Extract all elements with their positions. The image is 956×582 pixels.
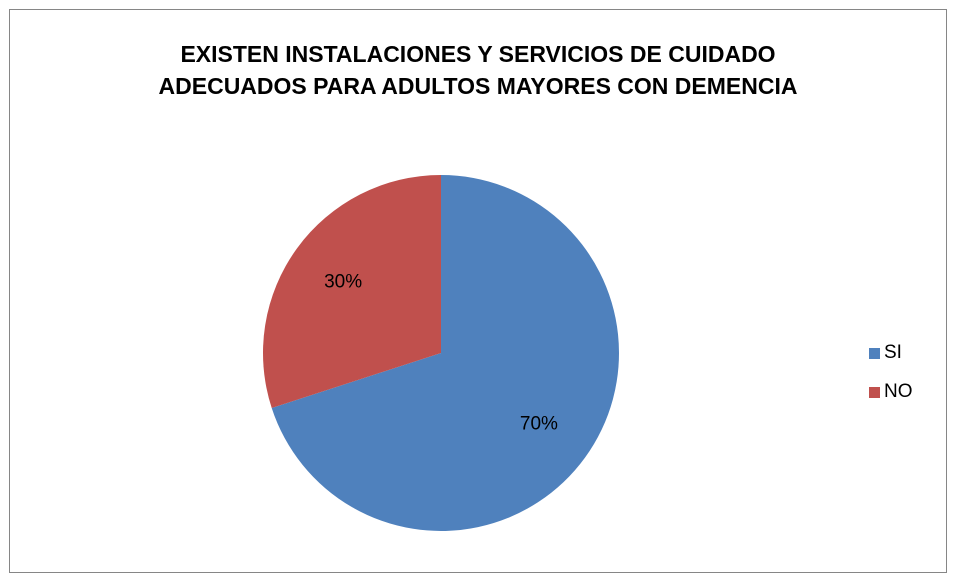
- legend-item-no: NO: [869, 381, 913, 403]
- legend-item-si: SI: [869, 342, 913, 364]
- legend: SI NO: [869, 342, 913, 420]
- chart-title-line-2: ADECUADOS PARA ADULTOS MAYORES CON DEMEN…: [158, 73, 798, 99]
- data-label-si: 70%: [520, 414, 558, 435]
- pie-slice-si: [271, 175, 619, 531]
- chart-title-line-1: EXISTEN INSTALACIONES Y SERVICIOS DE CUI…: [180, 41, 776, 67]
- pie-slice-no: [263, 175, 441, 409]
- data-label-no: 30%: [324, 271, 362, 292]
- legend-swatch-si: [869, 347, 880, 359]
- legend-label-si: SI: [884, 342, 902, 363]
- legend-label-no: NO: [884, 381, 913, 402]
- legend-swatch-no: [869, 386, 880, 398]
- chart-title: EXISTEN INSTALACIONES Y SERVICIOS DE CUI…: [0, 38, 956, 102]
